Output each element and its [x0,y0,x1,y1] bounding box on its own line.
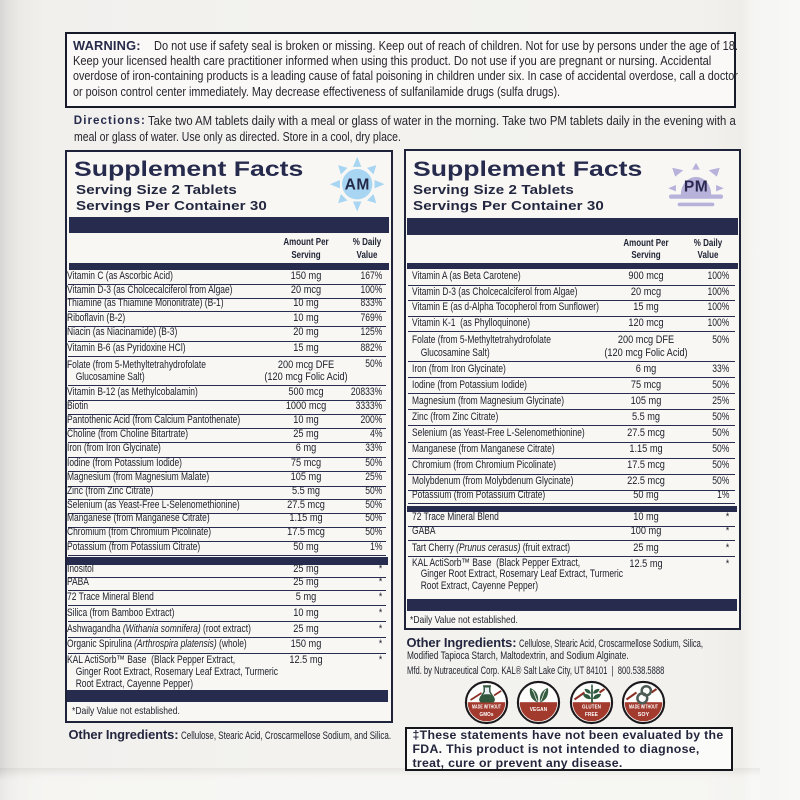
svg-text:PM: PM [684,178,708,195]
svg-text:AM: AM [345,177,370,194]
svg-text:MADE WITHOUT: MADE WITHOUT [472,705,502,711]
svg-text:GLUTEN: GLUTEN [582,705,601,711]
svg-text:FREE: FREE [585,712,598,718]
svg-text:SOY: SOY [638,712,650,718]
svg-text:VEGAN: VEGAN [530,707,548,713]
svg-text:MADE WITHOUT: MADE WITHOUT [629,705,659,711]
svg-text:GMOs: GMOs [479,712,493,718]
